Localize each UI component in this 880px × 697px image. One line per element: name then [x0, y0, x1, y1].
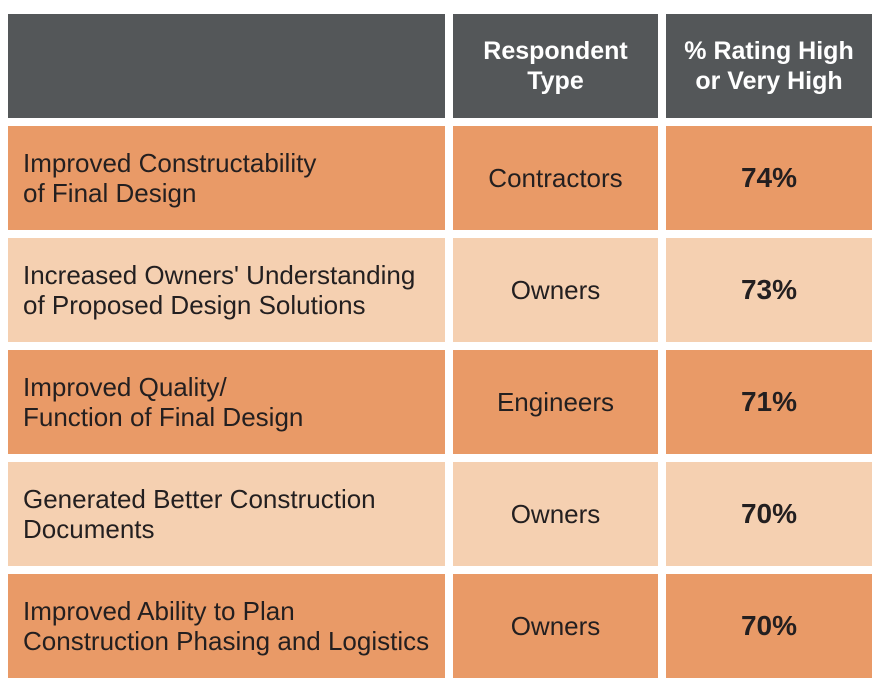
row-4-respondent: Owners: [453, 462, 658, 566]
row-4-benefit: Generated Better Construction Documents: [8, 462, 445, 566]
header-respondent-type: Respondent Type: [453, 14, 658, 118]
row-1-percent: 74%: [666, 126, 872, 230]
row-3-respondent: Engineers: [453, 350, 658, 454]
benefits-table: Respondent Type % Rating High or Very Hi…: [8, 14, 872, 678]
header-blank-cell: [8, 14, 445, 118]
row-2-benefit: Increased Owners' Understanding of Propo…: [8, 238, 445, 342]
row-5-percent: 70%: [666, 574, 872, 678]
row-2-respondent: Owners: [453, 238, 658, 342]
row-5-benefit: Improved Ability to Plan Construction Ph…: [8, 574, 445, 678]
header-percent-rating: % Rating High or Very High: [666, 14, 872, 118]
row-4-percent: 70%: [666, 462, 872, 566]
row-1-benefit: Improved Constructability of Final Desig…: [8, 126, 445, 230]
row-5-respondent: Owners: [453, 574, 658, 678]
row-3-benefit: Improved Quality/ Function of Final Desi…: [8, 350, 445, 454]
row-3-percent: 71%: [666, 350, 872, 454]
row-1-respondent: Contractors: [453, 126, 658, 230]
row-2-percent: 73%: [666, 238, 872, 342]
